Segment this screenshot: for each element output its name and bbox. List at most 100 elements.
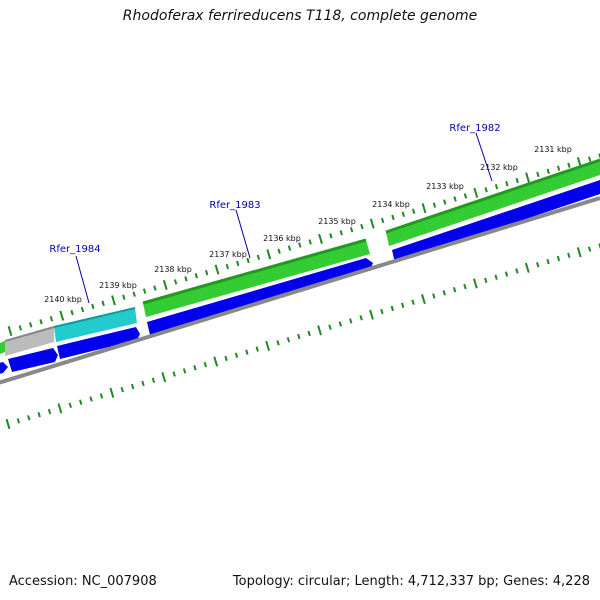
gene-label-rfer-1982[interactable]: Rfer_1982 [449,123,500,134]
cds-arrow-1[interactable] [0,362,8,375]
outer-tick [308,239,312,245]
inner-tick [99,393,104,399]
inner-tick [234,352,239,358]
inner-tick [432,293,436,299]
scale-label: 2136 kbp [263,234,301,243]
outer-tick-row [7,153,600,337]
outer-tick [18,325,23,331]
inner-tick [79,399,83,405]
inner-tick [359,315,363,321]
gene-feature-rfer-1982[interactable] [386,160,600,246]
inner-tick [57,403,63,414]
outer-tick [194,273,198,279]
scale-label: 2134 kbp [372,200,410,209]
outer-tick [184,276,188,282]
outer-tick [80,306,85,313]
outer-tick [287,245,292,251]
cds-arrow-rfer-1983[interactable] [147,258,373,335]
outer-tick [473,187,479,198]
accession-label: Accession: NC_007908 [9,574,157,589]
inner-tick [556,255,561,262]
cds-arrow-3[interactable] [57,327,140,359]
outer-tick [380,217,385,224]
gene-feature-grey[interactable] [5,327,54,356]
leader-line-rfer-1982 [475,132,493,182]
gene-feature-left-green[interactable] [0,341,5,356]
outer-tick [298,242,302,248]
gene-label-rfer-1984[interactable]: Rfer_1984 [49,244,100,255]
outer-tick [59,310,65,321]
outer-tick [225,263,230,270]
outer-tick [39,319,43,325]
inner-tick [317,325,322,336]
inner-tick [120,386,124,393]
outer-tick [515,177,519,184]
outer-tick [421,203,427,214]
outer-tick [329,233,333,239]
outer-tick [360,223,364,230]
gene-track [0,158,600,356]
inner-tick [411,299,415,305]
inner-tick [182,368,187,374]
inner-tick [16,418,21,424]
outer-tick [7,325,13,337]
outer-tick [70,309,74,316]
outer-tick [173,279,178,285]
inner-tick [567,252,571,259]
gene-feature-rfer-1983-top-edge [142,238,367,305]
inner-tick [27,415,31,421]
outer-tick [432,202,437,208]
outer-tick [142,288,147,294]
scale-label: 2138 kbp [154,265,192,274]
outer-tick [91,303,95,310]
inner-tick [255,346,259,352]
inner-tick [37,411,41,418]
cds-track [0,180,600,375]
scale-label: 2132 kbp [480,163,518,172]
scale-label: 2131 kbp [534,145,572,154]
outer-tick [214,264,220,275]
gene-feature-rfer-1982-top-edge [385,158,600,234]
inner-tick [494,274,498,280]
inner-tick [245,349,249,355]
inner-tick [193,365,197,371]
inner-tick [328,324,332,330]
scale-labels: 2140 kbp 2139 kbp 2138 kbp 2137 kbp 2136 kbp… [44,145,572,304]
inner-tick [130,383,135,390]
scale-label: 2137 kbp [209,250,247,259]
gene-labels: Rfer_1984 Rfer_1983 Rfer_1982 [49,123,501,304]
outer-tick [443,199,447,205]
inner-tick [89,396,93,402]
outer-tick [49,316,54,322]
cds-arrow-rfer-1982[interactable] [392,180,600,263]
inner-tick [380,308,384,315]
scale-label: 2133 kbp [426,182,464,191]
gene-feature-rfer-1983[interactable] [143,240,370,317]
inner-tick [5,418,11,430]
inner-tick [536,262,540,268]
inner-tick [369,309,374,320]
inner-tick [297,333,301,340]
inner-tick [576,247,582,258]
outer-tick [339,230,343,236]
inner-tick [265,340,271,352]
inner-tick [504,271,509,277]
leader-line-rfer-1983 [235,209,251,259]
outer-tick [204,269,209,276]
gene-feature-cyan[interactable] [54,308,137,342]
cds-arrow-2[interactable] [8,348,58,372]
outer-tick [401,211,406,218]
outer-tick [536,171,540,178]
outer-tick [391,214,395,221]
scale-label: 2135 kbp [318,217,356,226]
outer-tick [101,300,105,307]
inner-tick [452,287,457,293]
outer-tick [277,248,281,254]
inner-tick [161,372,167,383]
outer-tick [29,322,33,328]
gene-label-rfer-1983[interactable]: Rfer_1983 [209,200,260,211]
backbone-line [0,196,600,385]
inner-tick [203,361,208,368]
genome-stats-label: Topology: circular; Length: 4,712,337 bp… [232,574,590,589]
inner-tick [286,337,291,343]
